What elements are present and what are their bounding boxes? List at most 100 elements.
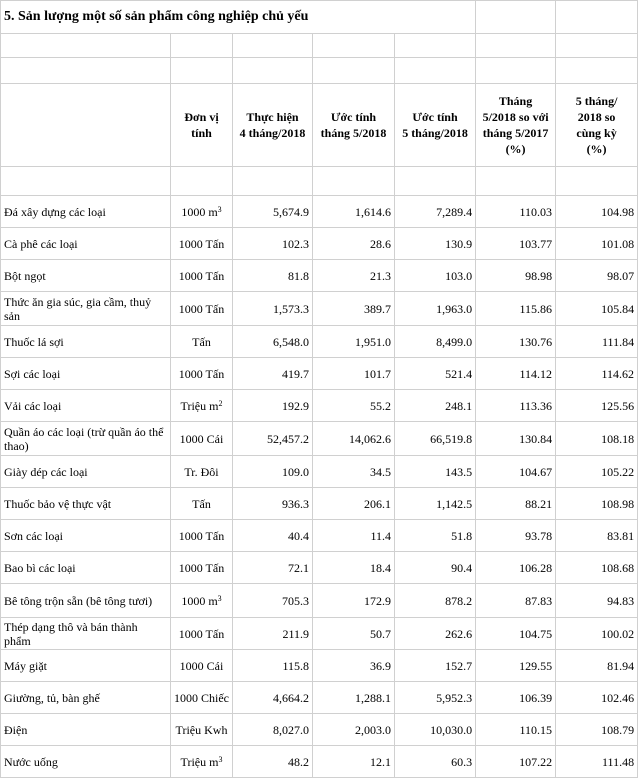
- table-row: Bao bì các loại 1000 Tấn 72.1 18.4 90.4 106.2…: [0, 551, 638, 584]
- month-vs-ly-cell: 106.39: [475, 681, 557, 714]
- est-5m-cell: 8,499.0: [393, 325, 477, 358]
- actual-4m-cell: 6,548.0: [232, 325, 313, 358]
- table-row: Sơn các loại 1000 Tấn 40.4 11.4 51.8 93.78 83.…: [0, 519, 638, 552]
- title-row: 5. Sản lượng một số sản phẩm công nghiệp…: [0, 0, 638, 34]
- est-month5-cell: 389.7: [312, 291, 395, 326]
- month-vs-ly-cell: 104.75: [475, 617, 557, 650]
- product-name: Sơn các loại: [0, 519, 171, 552]
- actual-4m-cell: 109.0: [232, 455, 313, 488]
- month-vs-ly-cell: 107.22: [475, 745, 557, 778]
- est-month5-cell: 172.9: [312, 583, 395, 618]
- unit-cell: 1000 Cái: [170, 421, 233, 456]
- unit-cell: 1000 Tấn: [170, 617, 233, 650]
- month-vs-ly-cell: 130.76: [475, 325, 557, 358]
- actual-4m-cell: 52,457.2: [232, 421, 313, 456]
- unit-cell: Tấn: [170, 487, 233, 520]
- unit-cell: 1000 Tấn: [170, 291, 233, 326]
- table-row: Giày dép các loại Tr. Đôi 109.0 34.5 143.5 10…: [0, 455, 638, 488]
- header-5m-vs-ly: 5 tháng/2018 so cùng kỳ (%): [555, 83, 638, 167]
- 5m-vs-ly-cell: 101.08: [555, 227, 638, 260]
- 5m-vs-ly-cell: 94.83: [555, 583, 638, 618]
- month-vs-ly-cell: 115.86: [475, 291, 557, 326]
- 5m-vs-ly-cell: 100.02: [555, 617, 638, 650]
- 5m-vs-ly-cell: 111.48: [555, 745, 638, 778]
- 5m-vs-ly-cell: 108.68: [555, 551, 638, 584]
- product-name: Thuốc lá sợi: [0, 325, 171, 358]
- est-month5-cell: 50.7: [312, 617, 395, 650]
- unit-cell: Triệu m3: [170, 745, 233, 778]
- est-5m-cell: 1,963.0: [393, 291, 477, 326]
- actual-4m-cell: 4,664.2: [232, 681, 313, 714]
- est-5m-cell: 10,030.0: [393, 713, 477, 746]
- actual-4m-cell: 192.9: [232, 389, 313, 422]
- 5m-vs-ly-cell: 105.84: [555, 291, 638, 326]
- table-row: Giường, tủ, bàn ghế 1000 Chiếc 4,664.2 1,28…: [0, 681, 638, 714]
- unit-cell: Tấn: [170, 325, 233, 358]
- est-month5-cell: 18.4: [312, 551, 395, 584]
- unit-cell: Triệu m2: [170, 389, 233, 422]
- unit-cell: 1000 Tấn: [170, 551, 233, 584]
- table-row: Đá xây dựng các loại 1000 m3 5,674.9 1,614.…: [0, 195, 638, 228]
- table-row: Thuốc lá sợi Tấn 6,548.0 1,951.0 8,499.0 130.…: [0, 325, 638, 358]
- unit-superscript: 3: [217, 593, 222, 603]
- table-row: Nước uống Triệu m3 48.2 12.1 60.3 107.22 111.4…: [0, 745, 638, 778]
- product-name: Nước uống: [0, 745, 171, 778]
- est-month5-cell: 28.6: [312, 227, 395, 260]
- month-vs-ly-cell: 113.36: [475, 389, 557, 422]
- table-row: Thuốc bảo vệ thực vật Tấn 936.3 206.1 1,142.…: [0, 487, 638, 520]
- month-vs-ly-cell: 106.28: [475, 551, 557, 584]
- est-month5-cell: 1,288.1: [312, 681, 395, 714]
- actual-4m-cell: 72.1: [232, 551, 313, 584]
- est-5m-cell: 90.4: [393, 551, 477, 584]
- month-vs-ly-cell: 130.84: [475, 421, 557, 456]
- table-row: Cà phê các loại 1000 Tấn 102.3 28.6 130.9 103…: [0, 227, 638, 260]
- unit-cell: 1000 Tấn: [170, 519, 233, 552]
- 5m-vs-ly-cell: 105.22: [555, 455, 638, 488]
- 5m-vs-ly-cell: 83.81: [555, 519, 638, 552]
- 5m-vs-ly-cell: 125.56: [555, 389, 638, 422]
- est-5m-cell: 130.9: [393, 227, 477, 260]
- table-row: Thức ăn gia súc, gia cầm, thuỷ sản 1000 T…: [0, 291, 638, 326]
- actual-4m-cell: 5,674.9: [232, 195, 313, 228]
- est-5m-cell: 66,519.8: [393, 421, 477, 456]
- unit-superscript: 2: [218, 398, 223, 408]
- 5m-vs-ly-cell: 108.98: [555, 487, 638, 520]
- product-name: Đá xây dựng các loại: [0, 195, 171, 228]
- est-month5-cell: 1,951.0: [312, 325, 395, 358]
- blank-row: [0, 57, 638, 84]
- actual-4m-cell: 48.2: [232, 745, 313, 778]
- month-vs-ly-cell: 93.78: [475, 519, 557, 552]
- unit-cell: 1000 m3: [170, 583, 233, 618]
- actual-4m-cell: 115.8: [232, 649, 313, 682]
- est-5m-cell: 1,142.5: [393, 487, 477, 520]
- product-name: Giường, tủ, bàn ghế: [0, 681, 171, 714]
- table-row: Bê tông trộn sẵn (bê tông tươi) 1000 m3 70…: [0, 583, 638, 618]
- unit-cell: 1000 Tấn: [170, 357, 233, 390]
- est-5m-cell: 878.2: [393, 583, 477, 618]
- est-month5-cell: 1,614.6: [312, 195, 395, 228]
- 5m-vs-ly-cell: 81.94: [555, 649, 638, 682]
- 5m-vs-ly-cell: 108.79: [555, 713, 638, 746]
- product-name: Thức ăn gia súc, gia cầm, thuỷ sản: [0, 291, 171, 326]
- month-vs-ly-cell: 98.98: [475, 259, 557, 292]
- est-month5-cell: 101.7: [312, 357, 395, 390]
- actual-4m-cell: 936.3: [232, 487, 313, 520]
- header-est-5m: Ước tính 5 tháng/2018: [393, 83, 477, 167]
- est-5m-cell: 7,289.4: [393, 195, 477, 228]
- 5m-vs-ly-cell: 114.62: [555, 357, 638, 390]
- est-month5-cell: 206.1: [312, 487, 395, 520]
- 5m-vs-ly-cell: 111.84: [555, 325, 638, 358]
- unit-superscript: 3: [218, 754, 223, 764]
- month-vs-ly-cell: 104.67: [475, 455, 557, 488]
- unit-cell: 1000 Cái: [170, 649, 233, 682]
- unit-superscript: 3: [217, 204, 222, 214]
- actual-4m-cell: 1,573.3: [232, 291, 313, 326]
- product-name: Sợi các loại: [0, 357, 171, 390]
- 5m-vs-ly-cell: 104.98: [555, 195, 638, 228]
- header-est-month5: Ước tính tháng 5/2018: [312, 83, 395, 167]
- actual-4m-cell: 81.8: [232, 259, 313, 292]
- month-vs-ly-cell: 103.77: [475, 227, 557, 260]
- est-5m-cell: 248.1: [393, 389, 477, 422]
- est-5m-cell: 60.3: [393, 745, 477, 778]
